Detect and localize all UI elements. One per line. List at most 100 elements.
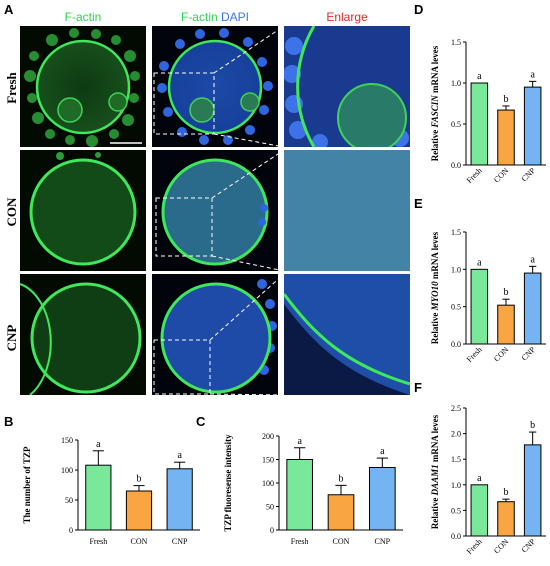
- col-header-factin-dapi: F-actin DAPI: [152, 10, 278, 24]
- chart-c: 0 50 100 150 200 TZP fluoresense intensity a Fr…: [205, 420, 410, 560]
- x-tick-label: Fresh: [465, 166, 484, 185]
- micrograph-fresh-enlarge: [284, 26, 410, 147]
- col-header-part: F-actin: [180, 10, 218, 24]
- y-axis-label: Relative MYO10 mRNA leves: [430, 231, 440, 344]
- significance-letter: b: [504, 287, 509, 298]
- y-tick-label: 100: [61, 466, 73, 475]
- y-tick-label: 0.5: [451, 303, 461, 312]
- col-header-part: DAPI: [217, 10, 250, 24]
- y-tick-label: 0.0: [451, 161, 461, 170]
- panel-letter-a: A: [4, 2, 14, 17]
- bar-fresh: [470, 484, 489, 537]
- col-header-factin: F-actin: [20, 10, 146, 24]
- micrograph-cnp-enlarge: [284, 274, 410, 395]
- bar-con: [327, 494, 355, 531]
- y-tick-label: 0.5: [451, 120, 461, 129]
- significance-letter: a: [96, 439, 101, 450]
- chart-e: 0.0 0.5 1.0 1.5 Relative MYO10 mRNA leves a Fr…: [414, 196, 550, 376]
- y-tick-label: 2.0: [451, 430, 461, 439]
- y-tick-label: 1.0: [451, 265, 461, 274]
- bar-cnp: [523, 444, 542, 537]
- x-tick-label: CON: [333, 537, 350, 546]
- significance-letter: b: [137, 474, 142, 485]
- x-tick-label: Fresh: [291, 537, 309, 546]
- micrograph-fresh-merge: [152, 26, 278, 147]
- x-tick-label: CON: [492, 166, 510, 184]
- y-tick-label: 150: [61, 436, 73, 445]
- chart-f: 0.0 0.5 1.0 1.5 2.0 2.5 Relative DAAM1 mRNA le…: [414, 388, 550, 566]
- micrograph-con-merge: [152, 150, 278, 271]
- y-tick-label: 100: [262, 479, 274, 488]
- y-tick-label: 0.0: [451, 532, 461, 541]
- y-axis-label-prefix: Relative: [430, 127, 440, 161]
- significance-letter: a: [477, 257, 482, 268]
- panel-letter-c: C: [196, 414, 206, 429]
- y-tick-label: 50: [65, 496, 73, 505]
- x-tick-label: CON: [492, 537, 510, 555]
- y-tick-label: 0: [270, 526, 274, 535]
- bar-fresh: [470, 268, 489, 345]
- micrograph-fresh-factin: [20, 26, 146, 147]
- panel-letter-d: D: [414, 2, 424, 17]
- significance-letter: a: [530, 69, 535, 80]
- bar-fresh: [286, 459, 313, 531]
- bar-cnp: [166, 468, 193, 531]
- col-header-part: Enlarge: [326, 10, 368, 24]
- x-tick-label: CNP: [520, 537, 538, 555]
- y-tick-label: 1.0: [451, 79, 461, 88]
- y-tick-label: 0.5: [451, 506, 461, 515]
- chart-d: 0.0 0.5 1.0 1.5 Relative FASCIN mRNA leves a F…: [414, 10, 550, 185]
- y-axis-label-gene: DAAM1: [430, 464, 440, 496]
- x-tick-label: CON: [131, 537, 148, 546]
- x-tick-label: CNP: [520, 166, 538, 184]
- significance-letter: b: [504, 487, 509, 498]
- col-header-part: F-actin: [64, 10, 102, 24]
- significance-letter: a: [177, 450, 182, 461]
- micrograph-cnp-factin: [20, 274, 146, 395]
- y-axis-label-gene: FASCIN: [430, 95, 440, 129]
- x-tick-label: CON: [492, 345, 510, 363]
- chart-b: 0 50 100 150 The number of TZP a Fresh b CON a CNP: [0, 420, 205, 560]
- significance-letter: a: [477, 473, 482, 484]
- bar-fresh: [85, 464, 112, 531]
- x-tick-label: Fresh: [465, 345, 484, 364]
- significance-letter: a: [380, 446, 385, 457]
- bar-cnp: [523, 272, 542, 345]
- y-tick-label: 150: [262, 456, 274, 465]
- x-tick-label: Fresh: [89, 537, 107, 546]
- significance-letter: a: [530, 254, 535, 265]
- y-axis-label: The number of TZP: [22, 446, 32, 523]
- significance-letter: a: [297, 436, 302, 447]
- y-axis-label-prefix: Relative: [430, 310, 440, 344]
- bar-cnp: [369, 466, 396, 531]
- panel-letter-f: F: [414, 380, 422, 395]
- y-tick-label: 1.5: [451, 455, 461, 464]
- zoom-connectors: [0, 0, 420, 400]
- bar-con: [497, 109, 515, 166]
- y-axis-label-suffix: mRNA leves: [430, 231, 440, 281]
- x-tick-label: CNP: [520, 345, 538, 363]
- x-tick-label: CNP: [172, 537, 188, 546]
- y-axis-label-suffix: mRNA leves: [430, 45, 440, 95]
- y-axis-label: TZP fluoresense intensity: [223, 434, 233, 532]
- x-tick-label: CNP: [375, 537, 391, 546]
- x-tick-label: Fresh: [465, 537, 484, 556]
- significance-letter: b: [530, 420, 535, 431]
- y-tick-label: 0.0: [451, 340, 461, 349]
- y-tick-label: 1.5: [451, 38, 461, 47]
- bar-cnp: [523, 86, 542, 166]
- bar-fresh: [470, 82, 489, 166]
- y-axis-label: Relative DAAM1 mRNA leves: [430, 414, 440, 529]
- y-axis-label-suffix: mRNA leves: [430, 414, 440, 464]
- micrograph-con-factin: [20, 150, 146, 271]
- bar-con: [497, 304, 515, 345]
- panel-letter-e: E: [414, 196, 423, 211]
- micrograph-con-enlarge: [284, 150, 410, 271]
- y-axis-label-prefix: Relative: [430, 495, 440, 529]
- y-axis-label-gene: MYO10: [430, 281, 440, 311]
- y-tick-label: 1.0: [451, 481, 461, 490]
- panel-letter-b: B: [4, 414, 14, 429]
- significance-letter: b: [339, 473, 344, 484]
- bar-con: [125, 490, 153, 531]
- col-header-enlarge: Enlarge: [284, 10, 410, 24]
